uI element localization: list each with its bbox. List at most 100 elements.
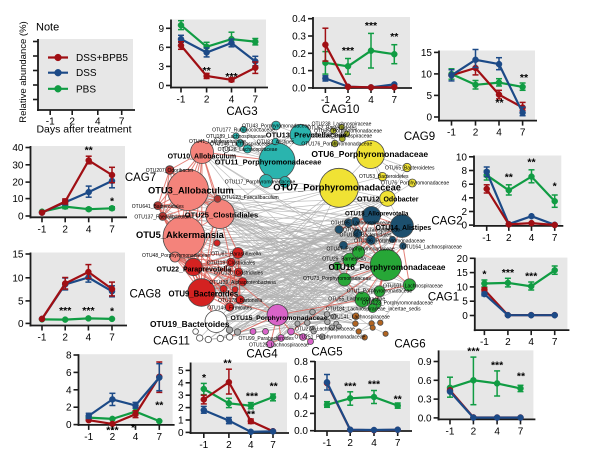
svg-text:4: 4	[133, 432, 139, 443]
svg-text:2: 2	[62, 333, 68, 344]
svg-text:2: 2	[461, 207, 467, 218]
svg-text:4: 4	[86, 333, 92, 344]
svg-text:**: **	[520, 72, 529, 84]
svg-text:OTU29_Barnesiella: OTU29_Barnesiella	[322, 257, 366, 263]
svg-text:OTU53_Bacteroidetes: OTU53_Bacteroidetes	[359, 174, 409, 180]
svg-text:7: 7	[552, 337, 558, 348]
svg-text:OTU41_Lachnospiraceae: OTU41_Lachnospiraceae	[189, 139, 246, 145]
svg-text:**: **	[85, 145, 94, 157]
svg-text:PBS: PBS	[76, 84, 96, 95]
svg-text:7: 7	[395, 438, 401, 449]
svg-text:0.0: 0.0	[418, 413, 432, 424]
svg-text:***: ***	[342, 45, 355, 57]
svg-text:2: 2	[473, 128, 479, 139]
svg-text:0: 0	[178, 428, 184, 439]
svg-text:OTU123_Faecalibaculum: OTU123_Faecalibaculum	[222, 195, 279, 201]
svg-text:OTU137_Faecalibaculum: OTU137_Faecalibaculum	[134, 215, 191, 221]
svg-text:*: *	[202, 372, 207, 384]
svg-text:OTU10_Allobaculum: OTU10_Allobaculum	[168, 154, 236, 161]
svg-text:***: ***	[525, 271, 538, 283]
svg-text:3: 3	[158, 62, 164, 73]
svg-text:***: ***	[502, 267, 515, 279]
svg-text:15: 15	[421, 48, 433, 59]
svg-text:5: 5	[462, 297, 468, 308]
svg-text:CAG7: CAG7	[125, 172, 156, 184]
svg-text:**: **	[247, 409, 256, 421]
svg-text:OTU22_Paraprevotella: OTU22_Paraprevotella	[157, 267, 232, 274]
svg-text:2: 2	[345, 95, 351, 106]
svg-text:-1: -1	[199, 440, 208, 451]
svg-text:***: ***	[467, 346, 480, 358]
svg-text:OTU641_Bacteroidales: OTU641_Bacteroidales	[132, 204, 184, 210]
svg-text:OTU3_Allobaculum: OTU3_Allobaculum	[148, 186, 234, 196]
svg-text:OTU130_Bacteroidales: OTU130_Bacteroidales	[340, 233, 392, 239]
svg-text:OTU52_Bacteroidetes: OTU52_Bacteroidetes	[307, 125, 357, 131]
svg-text:**: **	[155, 400, 164, 412]
svg-text:CAG6: CAG6	[394, 339, 425, 351]
svg-text:OTU47_Porphyromonadaceae: OTU47_Porphyromonadaceae	[327, 247, 395, 253]
svg-text:***: ***	[368, 379, 381, 391]
svg-text:7: 7	[270, 440, 276, 451]
svg-text:***: ***	[106, 425, 119, 437]
svg-text:0.6: 0.6	[294, 374, 308, 385]
svg-text:4: 4	[371, 438, 377, 449]
svg-text:*: *	[482, 269, 487, 281]
svg-text:0: 0	[461, 221, 467, 232]
svg-text:**: **	[527, 157, 536, 169]
svg-text:OTU140_Lachnospiraceae: OTU140_Lachnospiraceae	[210, 141, 270, 147]
svg-text:20: 20	[457, 254, 469, 265]
svg-text:OTU128_Lachnospiraceae: OTU128_Lachnospiraceae	[218, 147, 278, 153]
svg-text:OTU176_Porphyromonadaceae: OTU176_Porphyromonadaceae	[301, 142, 372, 148]
svg-text:OTU141_Lachnospiraceae: OTU141_Lachnospiraceae	[330, 314, 390, 320]
svg-text:4: 4	[95, 117, 101, 128]
svg-text:OTU6_Porphyromonadaceae: OTU6_Porphyromonadaceae	[311, 149, 428, 159]
svg-text:**: **	[270, 381, 279, 393]
svg-text:0.4: 0.4	[294, 392, 308, 403]
svg-text:OTU15_Porphyromonadaceae: OTU15_Porphyromonadaceae	[231, 315, 328, 322]
svg-text:5: 5	[18, 296, 24, 307]
svg-text:*: *	[553, 181, 558, 193]
svg-text:7: 7	[119, 117, 125, 128]
svg-text:OTU11_Porphyromonadaceae: OTU11_Porphyromonadaceae	[215, 158, 322, 167]
svg-text:***: ***	[82, 305, 95, 317]
svg-text:-1: -1	[177, 95, 186, 106]
svg-text:0.2: 0.2	[294, 409, 308, 420]
svg-text:OTU189_Lachnospiraceae: OTU189_Lachnospiraceae	[206, 134, 266, 140]
svg-text:*: *	[110, 196, 115, 208]
svg-text:OTU238_Lachnospiraceae: OTU238_Lachnospiraceae	[312, 121, 372, 127]
svg-text:**: **	[517, 371, 526, 383]
svg-text:2: 2	[506, 233, 512, 244]
svg-text:OTU18_Alloprevotella: OTU18_Alloprevotella	[345, 210, 409, 217]
svg-text:CAG8: CAG8	[130, 289, 161, 301]
svg-text:7: 7	[518, 426, 524, 437]
svg-text:***: ***	[246, 391, 259, 403]
svg-text:7: 7	[392, 95, 398, 106]
svg-text:0: 0	[158, 81, 164, 92]
svg-text:OTU16_Porphyromonadaceae: OTU16_Porphyromonadaceae	[329, 263, 446, 272]
svg-text:CAG11: CAG11	[153, 336, 190, 348]
svg-text:OTU99_Parabacteroides: OTU99_Parabacteroides	[239, 336, 295, 342]
svg-text:9: 9	[158, 24, 164, 35]
svg-text:20: 20	[12, 178, 24, 189]
svg-text:OTU73_Porphyromonadaceae: OTU73_Porphyromonadaceae	[303, 276, 371, 282]
svg-text:8: 8	[461, 166, 467, 177]
svg-text:OTU7_Porphyromonadaceae: OTU7_Porphyromonadaceae	[273, 183, 401, 193]
svg-text:-1: -1	[323, 438, 332, 449]
svg-text:**: **	[203, 65, 212, 77]
svg-text:8: 8	[66, 351, 72, 362]
svg-text:5: 5	[178, 366, 184, 377]
svg-text:OTU9_Bacteroides: OTU9_Bacteroides	[169, 290, 239, 299]
svg-text:4: 4	[178, 378, 184, 389]
svg-text:***: ***	[344, 381, 357, 393]
svg-text:2: 2	[505, 337, 511, 348]
svg-text:10: 10	[12, 273, 24, 284]
svg-text:-1: -1	[321, 95, 330, 106]
svg-text:OTU101_Lachnospiraceae: OTU101_Lachnospiraceae	[383, 284, 443, 290]
svg-text:*: *	[110, 306, 115, 318]
svg-text:OTU12_Odobacter: OTU12_Odobacter	[357, 197, 419, 204]
svg-text:0.4: 0.4	[292, 14, 306, 25]
svg-text:OTU55_Lachnospiraceae: OTU55_Lachnospiraceae	[328, 297, 385, 303]
svg-text:OTU119_Clostridiales: OTU119_Clostridiales	[207, 261, 256, 267]
svg-text:OTU207_Odoribacter: OTU207_Odoribacter	[146, 168, 194, 174]
svg-text:OTU139_Alphaproteobacteria: OTU139_Alphaproteobacteria	[209, 280, 276, 286]
